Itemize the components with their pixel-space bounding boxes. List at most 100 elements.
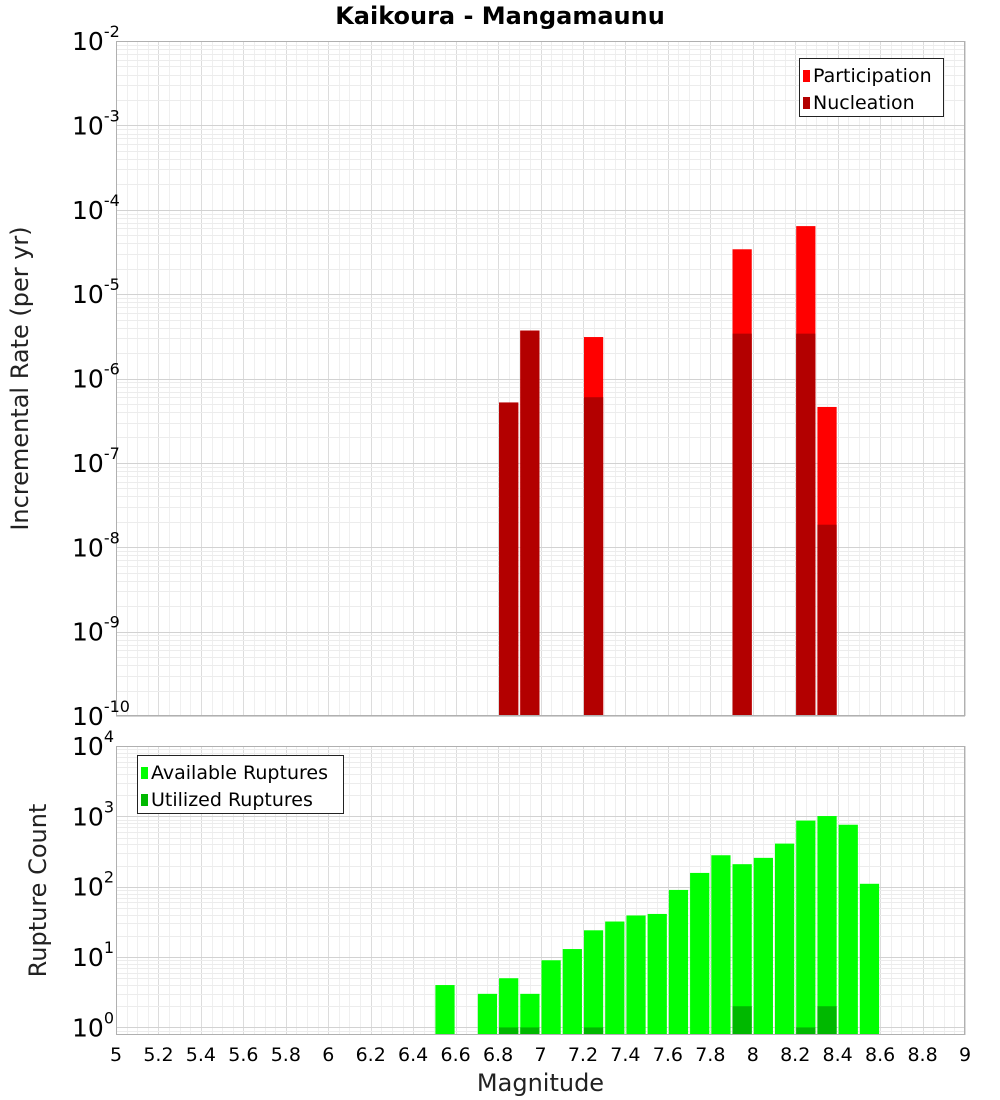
legend-2: Available Ruptures Utilized Ruptures: [137, 755, 344, 814]
y-tick-base: 10: [72, 702, 104, 731]
legend-entry: Participation: [813, 65, 932, 87]
x-tick-label: 7.4: [610, 1044, 640, 1066]
x-tick-label: 6.2: [356, 1044, 386, 1066]
x-tick-labels: 5 5.2 5.4 5.6 5.8 6 6.2 6.4 6.6 6.8 7 7.2 7.4 7.6 7.8 8…: [110, 1044, 971, 1066]
legend-entry: Nucleation: [813, 92, 915, 114]
y-axis-label-2: Rupture Count: [24, 804, 52, 978]
y-tick-exponent: 2: [104, 868, 114, 887]
bar: [817, 816, 837, 1035]
y-tick-exponent: 4: [104, 727, 114, 746]
y-tick-base: 10: [72, 732, 104, 761]
x-tick-label: 6.6: [440, 1044, 470, 1066]
x-tick-label: 6.4: [398, 1044, 428, 1066]
y-tick-base: 10: [72, 111, 104, 140]
y-tick-label: 100: [72, 1008, 114, 1042]
y-tick-exponent: -7: [104, 444, 120, 463]
y-tick-base: 10: [72, 802, 104, 831]
y-tick-base: 10: [72, 618, 104, 647]
y-tick-label: 10-5: [72, 275, 120, 309]
bar: [605, 921, 625, 1035]
y-tick-label: 10-7: [72, 444, 120, 478]
y-tick-base: 10: [72, 943, 104, 972]
y-axis-label-1: Incremental Rate (per yr): [6, 226, 34, 530]
bar: [838, 824, 858, 1035]
bar: [520, 330, 540, 716]
bar: [583, 1027, 604, 1035]
legend-box: [799, 58, 944, 117]
y-tick-base: 10: [72, 449, 104, 478]
y-tick-exponent: 3: [104, 797, 114, 816]
x-tick-label: 5.2: [143, 1044, 173, 1066]
y-tick-label: 10-2: [72, 22, 120, 56]
x-tick-label: 8.6: [865, 1044, 895, 1066]
bar: [562, 949, 582, 1035]
y-tick-base: 10: [72, 1013, 104, 1042]
y-tick-label: 103: [72, 797, 114, 831]
y-tick-base: 10: [72, 27, 104, 56]
bar: [817, 524, 837, 716]
x-tick-label: 6: [322, 1044, 334, 1066]
x-tick-label: 5.6: [228, 1044, 258, 1066]
x-tick-label: 7: [534, 1044, 546, 1066]
y-tick-label: 102: [72, 868, 114, 902]
plot-frame-1: [116, 41, 965, 716]
bar: [817, 1006, 837, 1035]
y-tick-base: 10: [72, 533, 104, 562]
plot-frame-2: [116, 746, 965, 1035]
x-tick-label: 7.2: [568, 1044, 598, 1066]
legend-swatch: [141, 767, 148, 779]
y-tick-exponent: -10: [104, 697, 130, 716]
y-tick-label: 104: [72, 727, 114, 761]
bar: [796, 820, 816, 1035]
x-tick-label: 8.8: [907, 1044, 937, 1066]
bar: [520, 1027, 540, 1035]
y-tick-exponent: -4: [104, 191, 120, 210]
bar: [499, 978, 519, 1035]
bar: [477, 993, 498, 1035]
y-tick-base: 10: [72, 873, 104, 902]
bar: [626, 915, 646, 1035]
x-tick-label: 7.8: [695, 1044, 725, 1066]
bar: [499, 402, 519, 716]
bar: [732, 864, 752, 1035]
legend-swatch: [141, 794, 148, 806]
bar: [796, 1027, 816, 1035]
bar: [690, 872, 710, 1035]
bar: [774, 843, 795, 1035]
series-2-utilized-ruptures: [499, 1006, 837, 1035]
legend-box: [137, 755, 344, 814]
y-tick-exponent: 0: [104, 1008, 114, 1027]
y-tick-label: 10-8: [72, 528, 120, 562]
x-tick-label: 9: [959, 1044, 971, 1066]
y-tick-label: 10-4: [72, 191, 120, 225]
y-tick-exponent: -9: [104, 613, 120, 632]
series-2-available-ruptures: [435, 816, 880, 1035]
x-tick-label: 8.4: [823, 1044, 853, 1066]
x-tick-label: 5: [110, 1044, 122, 1066]
legend-swatch: [803, 70, 810, 82]
y-tick-exponent: -2: [104, 22, 120, 41]
bar: [668, 889, 689, 1035]
bar: [732, 1006, 752, 1035]
x-tick-label: 5.8: [271, 1044, 301, 1066]
x-axis-label: Magnitude: [477, 1069, 604, 1097]
bar: [711, 855, 731, 1035]
y-tick-base: 10: [72, 196, 104, 225]
x-tick-label: 8.2: [780, 1044, 810, 1066]
y-tick-exponent: 1: [104, 938, 114, 957]
bar: [583, 397, 604, 716]
bar: [796, 333, 816, 716]
bar: [732, 333, 752, 716]
x-tick-label: 7.6: [653, 1044, 683, 1066]
chart-title: Kaikoura - Mangamaunu: [335, 2, 665, 30]
y-tick-label: 101: [72, 938, 114, 972]
y-tick-label: 10-9: [72, 613, 120, 647]
bar: [753, 857, 773, 1035]
y-tick-base: 10: [72, 365, 104, 394]
y-tick-label: 10-10: [72, 697, 130, 731]
legend-swatch: [803, 97, 810, 109]
y-tick-label: 10-6: [72, 360, 120, 394]
